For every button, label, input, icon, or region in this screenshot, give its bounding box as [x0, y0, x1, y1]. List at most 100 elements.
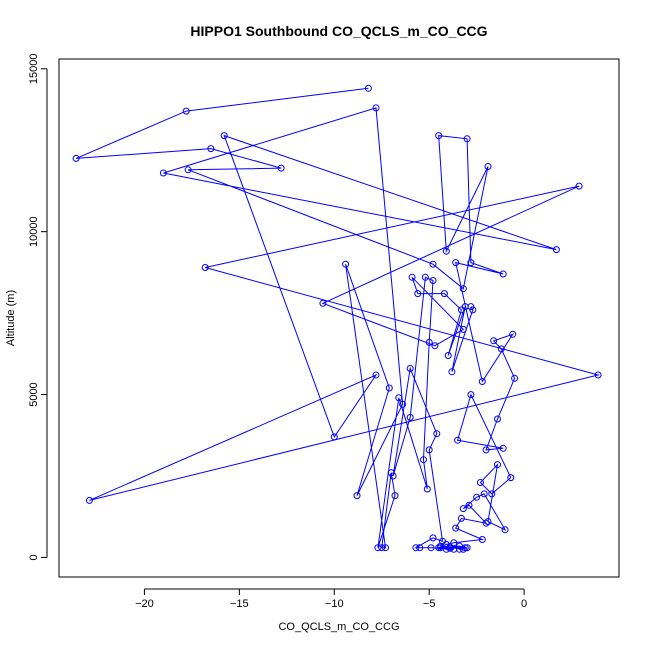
data-point	[399, 400, 407, 408]
data-point	[499, 270, 507, 278]
data-point	[387, 469, 395, 477]
data-point	[444, 352, 452, 359]
data-point	[442, 247, 450, 255]
data-point	[459, 505, 467, 513]
data-point	[412, 544, 420, 552]
data-point	[425, 338, 433, 346]
data-point	[511, 374, 519, 382]
data-point	[459, 545, 467, 553]
series-line	[75, 87, 601, 550]
data-point	[416, 544, 424, 552]
data-point	[473, 493, 481, 501]
data-point	[467, 259, 475, 267]
data-point	[482, 446, 490, 454]
data-point	[184, 166, 192, 174]
data-point	[507, 474, 515, 482]
data-point	[594, 371, 602, 379]
data-point	[440, 290, 448, 298]
data-point	[207, 145, 215, 153]
data-point	[476, 479, 484, 486]
data-point	[342, 260, 350, 268]
data-point	[372, 104, 380, 112]
data-point	[457, 514, 465, 522]
x-tick-label: −20	[135, 598, 154, 610]
data-point	[364, 84, 372, 92]
data-point	[372, 371, 380, 379]
data-point	[454, 436, 462, 444]
series-layer	[75, 87, 601, 550]
data-point	[478, 536, 486, 543]
data-point	[459, 325, 467, 333]
y-tick-label: 5000	[28, 382, 40, 406]
data-point	[382, 544, 389, 552]
data-point	[429, 277, 437, 284]
chart-title: HIPPO1 Southbound CO_QCLS_m_CO_CCG	[190, 23, 487, 39]
data-point	[374, 544, 382, 552]
data-point	[478, 378, 486, 385]
y-tick-label: 0	[28, 554, 40, 560]
data-point	[437, 544, 445, 552]
data-point	[414, 290, 422, 298]
data-point	[484, 163, 492, 170]
y-tick-label: 10000	[28, 216, 40, 247]
data-point	[509, 330, 517, 338]
data-point	[499, 444, 507, 452]
data-point	[450, 545, 458, 553]
data-point	[353, 492, 361, 500]
x-tick-label: 0	[521, 598, 527, 610]
data-point	[330, 433, 338, 441]
data-point	[488, 490, 496, 498]
x-tick-label: −15	[230, 598, 249, 610]
data-point	[552, 246, 560, 254]
data-point	[277, 164, 285, 172]
y-axis-label: Altitude (m)	[5, 290, 17, 346]
data-point	[378, 544, 386, 552]
data-point	[406, 365, 414, 372]
data-point	[435, 544, 443, 552]
data-point	[463, 544, 471, 552]
plot-frame	[58, 58, 620, 578]
data-point	[452, 259, 460, 267]
x-tick-label: −5	[423, 598, 436, 610]
data-point	[220, 132, 228, 140]
data-point	[435, 132, 443, 140]
data-point	[420, 456, 427, 464]
data-point	[448, 368, 456, 376]
data-point	[467, 391, 475, 399]
data-point	[406, 413, 414, 421]
data-point	[494, 415, 501, 423]
data-point	[431, 342, 439, 350]
data-point	[159, 169, 167, 177]
data-point	[425, 446, 433, 454]
data-point	[494, 461, 501, 469]
data-point	[421, 273, 429, 281]
data-point	[465, 501, 473, 509]
data-point	[482, 519, 490, 527]
data-point	[497, 345, 505, 353]
data-point	[446, 544, 454, 552]
data-point	[423, 485, 431, 493]
data-point	[72, 154, 80, 162]
data-point	[501, 526, 509, 534]
data-point	[391, 492, 399, 500]
data-point	[182, 107, 190, 115]
data-point	[319, 299, 327, 307]
data-point	[429, 260, 437, 268]
data-point	[484, 518, 492, 526]
data-point	[467, 303, 475, 311]
x-axis-label: CO_QCLS_m_CO_CCG	[278, 621, 399, 633]
data-point	[575, 182, 583, 190]
data-point	[452, 524, 460, 532]
data-point	[385, 384, 393, 392]
x-tick-label: −10	[325, 598, 344, 610]
data-point	[429, 534, 437, 542]
data-point	[480, 490, 488, 498]
data-point	[427, 544, 435, 552]
x-axis: −20 −15 −10 −5 0	[135, 588, 527, 610]
data-point	[433, 430, 441, 438]
y-tick-label: 15000	[28, 53, 40, 84]
data-point	[408, 273, 416, 281]
data-point	[490, 337, 498, 345]
data-point	[395, 394, 403, 402]
